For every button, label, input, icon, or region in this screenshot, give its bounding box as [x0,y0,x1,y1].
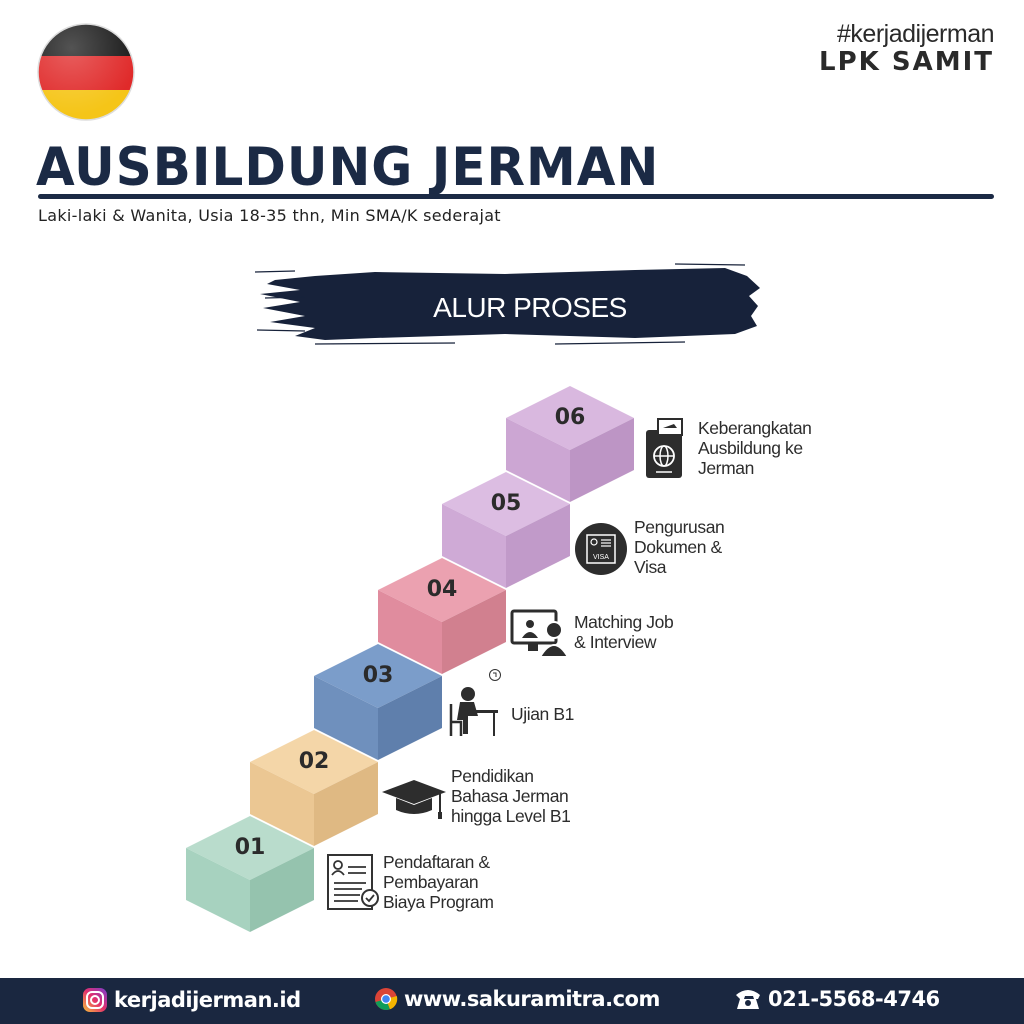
step-number: 04 [427,577,458,602]
step-number: 03 [363,663,394,688]
cube-right-face [250,848,314,932]
step-4-label: Matching Job & Interview [574,612,674,652]
student-exam-icon [449,687,498,736]
step-number: 05 [491,491,522,516]
cube-right-face [506,504,570,588]
brand-name: LPK SAMIT [819,47,994,77]
step-3-cube: 03 [314,644,442,760]
registration-form-icon [327,854,379,910]
visa-icon: VISA [575,523,627,575]
graduation-cap-icon [382,780,446,819]
phone-number: 021-5568-4746 [768,987,940,1011]
step-1-label: Pendaftaran & Pembayaran Biaya Program [383,852,494,912]
cube-right-face [314,762,378,846]
cube-left-face [506,418,570,502]
step-number: 01 [235,835,266,860]
step-6-cube: 06 [506,386,634,502]
step-5-label: Pengurusan Dokumen & Visa [634,517,725,577]
step-6-label: Keberangkatan Ausbildung ke Jerman [698,418,812,478]
cube-left-face [378,590,442,674]
cube-left-face [250,762,314,846]
brush-banner [255,263,760,345]
phone-link[interactable]: 021-5568-4746 [734,987,940,1011]
chrome-icon [375,988,398,1011]
cube-left-face [186,848,250,932]
svg-text:VISA: VISA [593,554,609,561]
passport-icon [646,418,683,478]
website-link[interactable]: www.sakuramitra.com [374,987,660,1011]
step-3-label: Ujian B1 [511,704,574,724]
hashtag: #kerjadijerman [837,20,994,48]
title-divider [38,194,994,199]
instagram-icon [83,988,107,1012]
germany-flag-icon [37,23,135,121]
video-interview-icon [510,609,570,658]
banner-label: ALUR PROSES [433,292,627,323]
website-url: www.sakuramitra.com [404,987,660,1011]
step-number: 06 [555,405,586,430]
step-1-cube: 01 [186,816,314,932]
cube-right-face [442,590,506,674]
telephone-icon [736,990,760,1009]
subtitle: Laki-laki & Wanita, Usia 18-35 thn, Min … [38,206,501,225]
step-4-cube: 04 [378,558,506,674]
step-2-cube: 02 [250,730,378,846]
cube-right-face [570,418,634,502]
instagram-handle: kerjadijerman.id [114,988,301,1012]
cube-left-face [314,676,378,760]
step-5-cube: 05 [442,472,570,588]
cube-left-face [442,504,506,588]
clock-icon [489,669,501,681]
page-title: AUSBILDUNG JERMAN [36,136,660,198]
footer-bar [0,978,1024,1024]
step-number: 02 [299,749,330,774]
cube-right-face [378,676,442,760]
step-2-label: Pendidikan Bahasa Jerman hingga Level B1 [451,766,571,826]
instagram-link[interactable]: kerjadijerman.id [82,987,301,1013]
